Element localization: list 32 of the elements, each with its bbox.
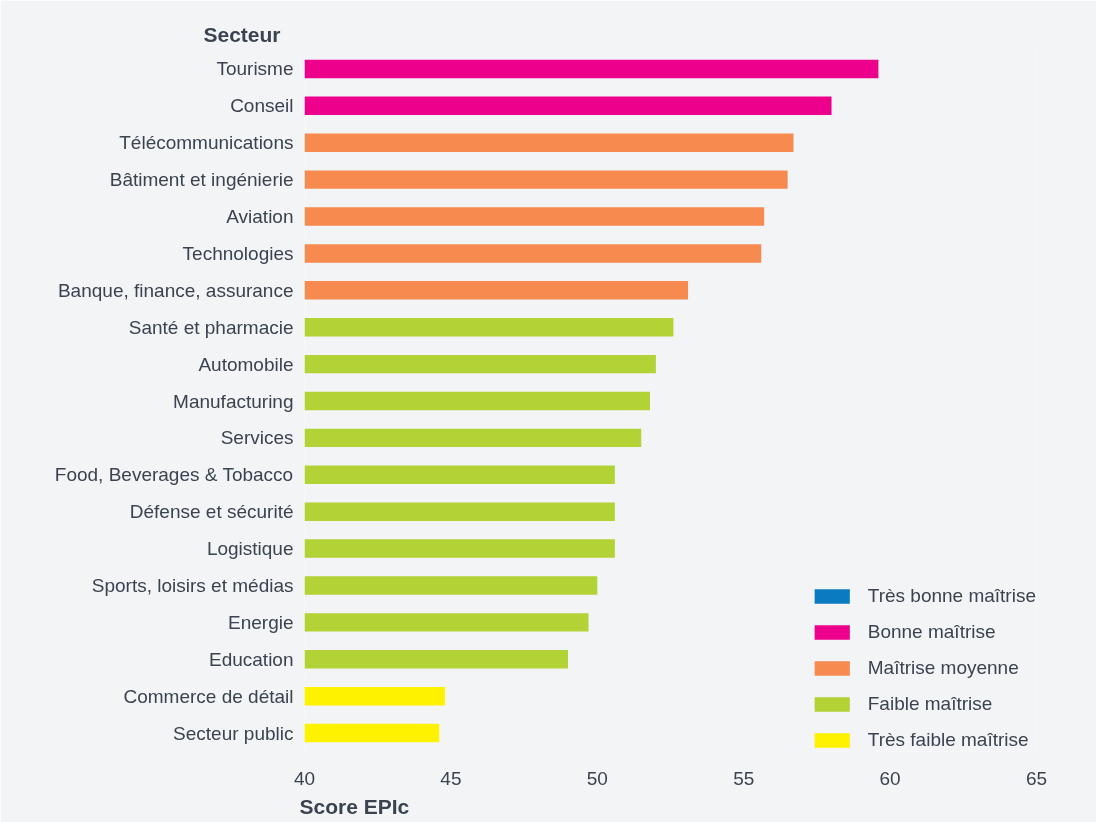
y-tick-label: Food, Beverages & Tobacco [54, 464, 294, 486]
y-tick-label: Technologies [182, 242, 294, 264]
y-tick-label: Secteur public [173, 722, 294, 744]
y-tick-label: Manufacturing [173, 390, 294, 412]
x-tick-label: 65 [1025, 767, 1048, 789]
y-tick-label: Commerce de détail [123, 685, 294, 707]
y-tick-label: Automobile [198, 353, 294, 375]
y-tick-label: Santé et pharmacie [128, 316, 294, 338]
y-tick-label: Banque, finance, assurance [57, 279, 294, 301]
y-tick-label: Défense et sécurité [129, 501, 294, 523]
x-tick-label: 60 [879, 767, 901, 789]
legend-label: Faible maîtrise [867, 693, 993, 715]
legend-label: Bonne maîtrise [867, 621, 996, 643]
y-tick-label: Télécommunications [119, 132, 294, 154]
y-tick-label: Logistique [206, 538, 294, 560]
y-tick-label: Energie [228, 611, 294, 633]
x-tick-label: 55 [733, 767, 755, 789]
x-tick-label: 40 [293, 767, 316, 789]
x-axis-title: Score EPIc [299, 794, 410, 818]
legend-label: Très bonne maîtrise [867, 585, 1036, 607]
y-tick-label: Aviation [226, 206, 294, 228]
legend-label: Très faible maîtrise [867, 729, 1029, 751]
legend-label: Maîtrise moyenne [867, 657, 1019, 679]
y-axis-title: Secteur [203, 22, 281, 46]
x-tick-label: 45 [440, 767, 462, 789]
y-tick-label: Services [220, 427, 294, 449]
y-tick-label: Conseil [230, 95, 294, 117]
y-tick-label: Bâtiment et ingénierie [109, 169, 294, 191]
y-tick-label: Tourisme [216, 58, 294, 80]
y-tick-label: Education [208, 648, 294, 670]
y-tick-label: Sports, loisirs et médias [91, 574, 294, 596]
x-tick-label: 50 [586, 767, 608, 789]
